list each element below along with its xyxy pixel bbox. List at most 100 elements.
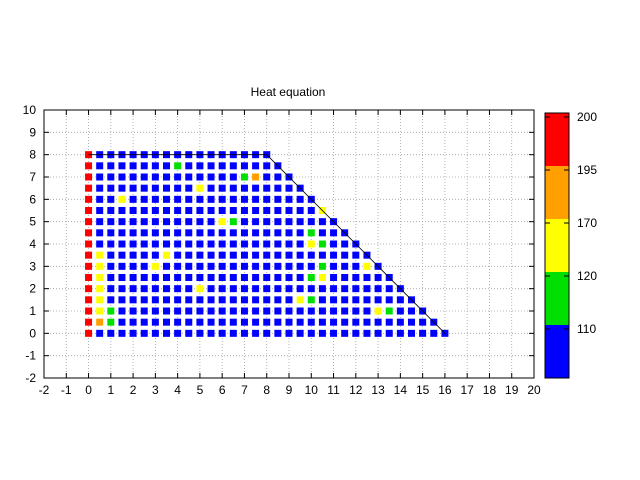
colorbar-band <box>545 272 569 325</box>
data-point <box>151 229 159 237</box>
data-point <box>218 262 226 270</box>
data-point <box>129 173 137 181</box>
y-tick-label: 8 <box>29 148 36 162</box>
data-point <box>218 251 226 259</box>
data-point <box>85 274 93 281</box>
data-point <box>151 162 159 170</box>
data-point <box>96 218 104 226</box>
data-point <box>263 195 271 203</box>
data-point <box>363 274 371 281</box>
data-point <box>252 229 260 237</box>
data-points <box>85 151 449 337</box>
x-tick-label: 10 <box>305 383 319 397</box>
y-tick-label: 0 <box>29 326 36 340</box>
data-point <box>274 329 282 337</box>
colorbar-frame <box>544 112 570 379</box>
data-point <box>174 251 182 259</box>
data-point <box>151 218 159 226</box>
data-point <box>296 329 304 337</box>
data-point <box>296 307 304 315</box>
data-point <box>240 296 248 304</box>
data-point <box>140 173 148 181</box>
data-point <box>430 329 438 337</box>
y-axis-ticks: -2 -1 0 1 2 3 4 5 6 7 8 9 10 <box>23 103 534 385</box>
chart-title: Heat equation <box>251 85 326 99</box>
data-point <box>330 307 338 315</box>
data-point <box>85 184 93 192</box>
data-point <box>107 173 115 181</box>
data-point <box>385 296 393 304</box>
data-point <box>163 251 170 259</box>
data-point <box>85 229 93 237</box>
data-point <box>107 318 115 326</box>
data-point <box>207 318 215 326</box>
data-point <box>263 285 271 293</box>
data-point <box>107 184 115 192</box>
boundary-line <box>88 154 446 334</box>
data-point <box>252 240 260 248</box>
data-point <box>96 296 104 304</box>
data-point <box>85 251 93 259</box>
data-point <box>263 240 271 248</box>
x-tick-label: 16 <box>438 383 452 397</box>
y-tick-label: 4 <box>29 237 36 251</box>
data-point <box>96 262 104 270</box>
data-point <box>96 229 104 237</box>
data-point <box>318 218 326 226</box>
data-point <box>174 285 182 293</box>
data-point <box>385 329 393 337</box>
data-point <box>96 240 104 248</box>
data-point <box>363 318 371 326</box>
data-point <box>163 329 170 337</box>
data-point <box>285 240 293 248</box>
data-point <box>196 218 204 226</box>
data-point <box>330 262 338 270</box>
data-point <box>118 218 126 226</box>
data-point <box>318 262 326 270</box>
data-point <box>118 318 126 326</box>
data-point <box>296 251 304 259</box>
data-point <box>163 296 170 304</box>
data-point <box>174 318 182 326</box>
data-point <box>196 184 204 192</box>
data-point <box>385 318 393 326</box>
data-point <box>129 251 137 259</box>
data-point <box>85 240 93 248</box>
data-point <box>274 207 282 214</box>
data-point <box>185 195 193 203</box>
data-point <box>341 296 349 304</box>
data-point <box>374 318 382 326</box>
data-point <box>174 229 182 237</box>
data-point <box>174 184 182 192</box>
data-point <box>107 296 115 304</box>
data-point <box>185 218 193 226</box>
y-tick-label: 1 <box>29 304 36 318</box>
data-point <box>240 329 248 337</box>
data-point <box>218 207 226 214</box>
data-point <box>252 329 260 337</box>
data-point <box>307 318 315 326</box>
data-point <box>263 329 271 337</box>
data-point <box>285 207 293 214</box>
data-point <box>252 296 260 304</box>
x-tick-label: 19 <box>505 383 519 397</box>
data-point <box>196 195 204 203</box>
data-point <box>252 262 260 270</box>
x-tick-label: -1 <box>61 383 72 397</box>
data-point <box>129 195 137 203</box>
data-point <box>185 262 193 270</box>
data-point <box>118 240 126 248</box>
data-point <box>174 207 182 214</box>
data-point <box>229 274 237 281</box>
data-point <box>185 318 193 326</box>
data-point <box>307 207 315 214</box>
data-point <box>129 184 137 192</box>
data-point <box>419 318 427 326</box>
data-point <box>240 218 248 226</box>
data-point <box>363 329 371 337</box>
data-point <box>185 173 193 181</box>
data-point <box>96 195 104 203</box>
data-point <box>330 296 338 304</box>
colorbar-band <box>545 113 569 166</box>
data-point <box>307 274 315 281</box>
